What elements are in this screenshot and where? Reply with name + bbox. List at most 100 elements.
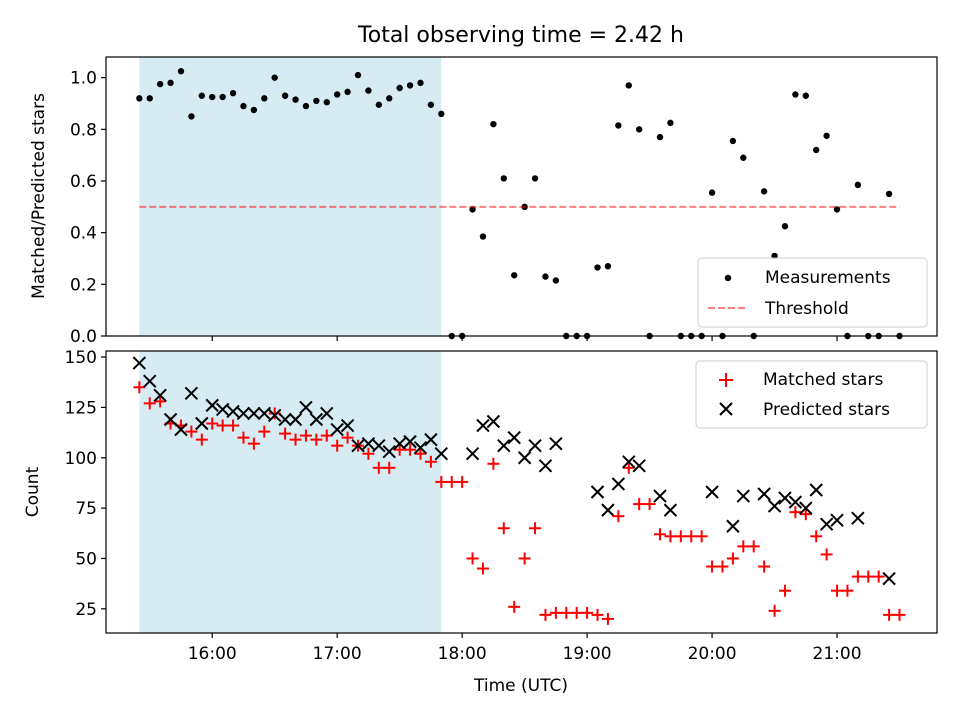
matched-star-point: [841, 584, 854, 597]
top-ytick-label: 0.8: [70, 120, 97, 140]
predicted-star-point: [195, 416, 209, 431]
predicted-star-point: [330, 422, 344, 437]
measurement-point: [229, 89, 237, 97]
legend-threshold-label: Threshold: [764, 299, 849, 319]
predicted-star-point: [153, 388, 167, 403]
measurement-point: [760, 188, 768, 195]
observing-interval-shade-bottom: [139, 351, 442, 633]
predicted-star-point: [257, 406, 271, 421]
matched-star-point: [383, 461, 396, 474]
measurement-point: [500, 175, 507, 182]
predicted-star-point: [278, 412, 292, 427]
matched-star-point: [456, 475, 469, 488]
predicted-star-point: [507, 430, 521, 445]
predicted-star-point: [611, 477, 626, 491]
predicted-star-point: [434, 447, 449, 461]
matched-star-point: [778, 584, 791, 597]
bottom-xtick-label: 18:00: [438, 644, 487, 664]
measurement-point: [854, 181, 862, 189]
top-ytick-label: 0.2: [70, 275, 97, 295]
predicted-star-point: [424, 432, 438, 447]
predicted-star-point: [788, 495, 803, 509]
measurement-point: [386, 95, 393, 102]
legend-predicted-marker: [719, 402, 733, 416]
legend-matched-marker: [719, 373, 733, 387]
matched-star-point: [674, 530, 687, 543]
observing-interval-shade-top: [139, 57, 442, 336]
measurement-point: [438, 110, 445, 118]
bottom-ytick-label: 100: [65, 449, 97, 469]
measurement-point: [271, 74, 278, 81]
bottom-panel: 25 50 75 100 125 150 16:00 17:00 18:00 19:00 20:0…: [23, 348, 938, 696]
bottom-legend-box: [695, 360, 928, 429]
matched-star-point: [622, 461, 635, 474]
predicted-star-point: [205, 398, 219, 413]
measurement-point: [417, 79, 424, 87]
matched-star-point: [289, 433, 302, 446]
measurement-point: [625, 82, 632, 89]
predicted-star-point: [226, 404, 240, 419]
bottom-xtick-label: 20:00: [688, 644, 737, 664]
matched-star-point: [195, 433, 208, 446]
matched-star-point: [320, 429, 333, 442]
top-plot-frame: [105, 56, 938, 337]
matched-star-point: [768, 604, 781, 617]
matched-star-point: [497, 522, 510, 535]
matched-star-point: [237, 431, 250, 444]
matched-star-point: [143, 397, 156, 410]
predicted-star-point: [476, 418, 490, 433]
measurement-point: [708, 189, 716, 196]
top-ytick-label: 0.4: [70, 224, 97, 244]
matched-star-point: [883, 608, 896, 621]
measurement-point: [136, 95, 143, 102]
matched-star-point: [758, 560, 771, 573]
matched-star-point: [268, 407, 281, 420]
matched-star-point: [831, 584, 844, 597]
measurement-point: [552, 277, 560, 284]
matched-star-point: [654, 528, 666, 541]
measurement-point: [156, 80, 164, 88]
measurement-point: [479, 233, 487, 240]
bottom-xlabel: Time (UTC): [473, 676, 568, 696]
measurement-point: [604, 263, 612, 270]
predicted-star-point: [705, 485, 719, 499]
measurement-point: [302, 102, 310, 110]
measurement-point: [323, 99, 330, 106]
matched-star-point: [601, 612, 614, 625]
measurement-point: [344, 88, 351, 96]
bottom-xtick-label: 21:00: [813, 644, 862, 664]
matched-star-point: [789, 506, 802, 519]
top-x-ticks: [211, 336, 838, 341]
matched-star-point: [747, 540, 760, 553]
top-ytick-label: 0.0: [70, 327, 97, 347]
matched-star-point: [695, 530, 708, 543]
predicted-star-point: [486, 414, 501, 429]
top-y-axis: 0.0 0.2 0.4 0.6 0.8 1.0: [70, 69, 106, 347]
measurement-point: [167, 79, 174, 87]
matched-star-point: [529, 522, 542, 535]
matched-star-point: [737, 540, 750, 553]
measurement-point: [823, 132, 830, 139]
chart-title: Total observing time = 2.42 h: [357, 23, 684, 48]
predicted-star-point: [517, 451, 532, 465]
matched-star-point: [539, 608, 552, 621]
measurement-point: [396, 84, 403, 92]
measurement-point: [219, 93, 226, 101]
bottom-xtick-label: 17:00: [313, 644, 362, 664]
predicted-star-point: [288, 412, 303, 427]
predicted-star-point: [236, 406, 251, 421]
top-ylabel: Matched/Predicted stars: [29, 93, 49, 299]
measurement-point: [333, 91, 341, 98]
matched-star-point: [466, 552, 479, 565]
legend-matched-label: Matched stars: [763, 370, 883, 390]
bottom-ytick-label: 25: [75, 600, 97, 620]
predicted-star-point: [601, 503, 615, 517]
predicted-star-point: [819, 517, 834, 531]
matched-star-point: [414, 447, 427, 460]
measurement-point: [261, 95, 268, 102]
matched-star-point: [810, 530, 823, 543]
top-ytick-label: 1.0: [70, 69, 97, 89]
predicted-star-point: [830, 513, 844, 527]
predicted-star-point: [382, 445, 396, 459]
